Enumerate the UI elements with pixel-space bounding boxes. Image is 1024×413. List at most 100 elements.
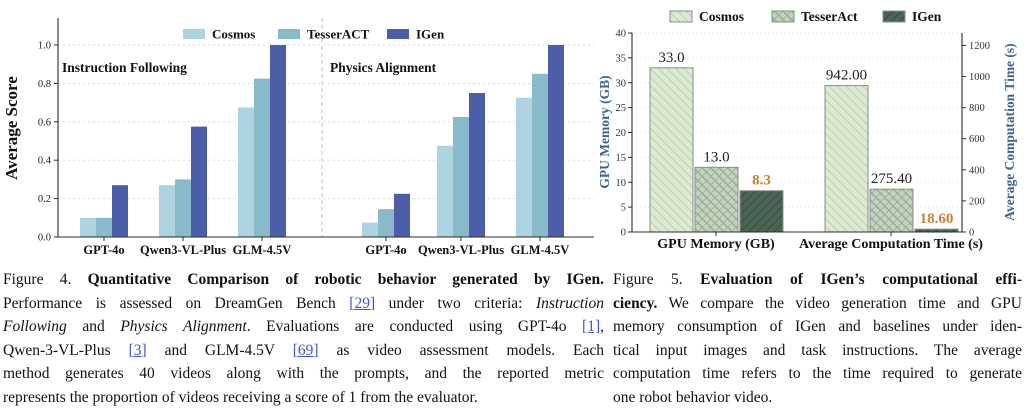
citation-link[interactable]: [69] bbox=[292, 341, 319, 359]
y-tick-label: 0.8 bbox=[38, 79, 51, 90]
legend-label: Cosmos bbox=[699, 9, 744, 24]
left-axis-label: GPU Memory (GB) bbox=[598, 75, 612, 188]
bar-cosmos bbox=[362, 222, 378, 237]
caption-text: memory consumption of IGen and baselines… bbox=[613, 318, 1022, 335]
caption-text: one robot behavior video. bbox=[613, 388, 773, 406]
x-tick-label: GPU Memory (GB) bbox=[657, 237, 775, 252]
caption-text: as video assessment models. Each bbox=[318, 341, 604, 359]
y-tick-label: 20 bbox=[616, 128, 627, 139]
bar-cosmos bbox=[159, 185, 175, 237]
caption-text: Physics Alignment bbox=[120, 318, 247, 335]
bar-igen bbox=[469, 93, 485, 237]
figure5-chart: 33.0 13.0 8.3 GPU Memory (GB) 942.00 275.40 18… bbox=[597, 0, 1024, 262]
x-tick-label: GPT-4o bbox=[83, 243, 124, 257]
bar-value-label: 33.0 bbox=[658, 50, 684, 66]
figures-row: GPT-4o Qwen3-VL-Plus GLM-4.5V Instruction F… bbox=[0, 0, 1024, 262]
y-tick-label: 1.0 bbox=[38, 41, 51, 52]
bar-cosmos bbox=[437, 145, 453, 237]
figure5-bar-chart: 33.0 13.0 8.3 GPU Memory (GB) 942.00 275.40 18… bbox=[597, 9, 1017, 252]
caption-text: Figure 4. bbox=[3, 271, 88, 288]
bar-igen bbox=[270, 45, 286, 237]
y-axis-label: Average Score bbox=[2, 76, 21, 180]
y-tick-right-label: 0 bbox=[969, 228, 974, 239]
citation-link[interactable]: [3] bbox=[128, 341, 147, 359]
caption-line: memory consumption of IGen and baselines… bbox=[613, 315, 1022, 339]
caption-text: Following bbox=[3, 318, 67, 335]
legend-swatch-tesseract bbox=[278, 29, 300, 39]
legend-label: IGen bbox=[416, 27, 445, 42]
panel-label: Physics Alignment bbox=[330, 60, 437, 75]
bar-cosmos bbox=[516, 97, 532, 237]
y-tick-label: 0.4 bbox=[38, 156, 52, 167]
caption-line: Figure 4. Quantitative Comparison of rob… bbox=[3, 268, 604, 292]
caption-line: Performance is assessed on DreamGen Benc… bbox=[3, 292, 604, 316]
citation-link[interactable]: [1] bbox=[582, 318, 601, 335]
bar-cosmos bbox=[824, 85, 869, 233]
legend-swatch-cosmos bbox=[669, 10, 693, 23]
x-tick-label: GPT-4o bbox=[365, 243, 406, 257]
y-tick-label: 35 bbox=[616, 53, 627, 64]
figure4-chart: GPT-4o Qwen3-VL-Plus GLM-4.5V Instruction F… bbox=[0, 0, 598, 262]
caption-line: computation time refers to the time requ… bbox=[613, 362, 1022, 386]
caption-text: . Evaluations are conducted using GPT-4o bbox=[246, 318, 583, 335]
bar-tesseract bbox=[96, 217, 112, 237]
x-tick-label: Qwen3-VL-Plus bbox=[140, 243, 226, 257]
citation-link[interactable]: [29] bbox=[349, 294, 376, 312]
caption-line: Qwen-3-VL-Plus [3] and GLM-4.5V [69] as … bbox=[3, 339, 604, 363]
bar-value-label: 18.60 bbox=[920, 211, 954, 227]
bar-tesseract bbox=[694, 166, 739, 233]
y-tick-label: 25 bbox=[616, 103, 627, 114]
bar-value-label: 13.0 bbox=[703, 149, 729, 165]
caption-line: ciency. We compare the video generation … bbox=[613, 292, 1022, 316]
bar-tesseract bbox=[254, 78, 270, 237]
caption-text: under two criteria: bbox=[375, 294, 536, 312]
caption-line: represents the proportion of videos rece… bbox=[3, 386, 604, 410]
caption-line: method generates 40 videos along with th… bbox=[3, 362, 604, 386]
bar-cosmos bbox=[238, 107, 254, 238]
caption-text: computation time refers to the time requ… bbox=[613, 365, 1022, 382]
legend-label: TesserAct bbox=[801, 9, 858, 24]
captions-row: Figure 4. Quantitative Comparison of rob… bbox=[0, 268, 1024, 409]
y-tick-right-label: 1000 bbox=[969, 72, 990, 83]
figure5-caption: Figure 5. Evaluation of IGen’s computati… bbox=[613, 268, 1022, 409]
caption-text: Qwen-3-VL-Plus bbox=[3, 341, 129, 359]
legend-swatch-cosmos bbox=[183, 29, 205, 39]
y-tick-right-label: 800 bbox=[969, 103, 985, 114]
y-tick-label: 40 bbox=[616, 29, 627, 40]
figure4-bar-chart: GPT-4o Qwen3-VL-Plus GLM-4.5V Instruction F… bbox=[2, 18, 594, 257]
legend-label: Cosmos bbox=[212, 27, 255, 42]
bar-igen bbox=[191, 126, 207, 237]
caption-text: Instruction bbox=[535, 294, 604, 312]
y-tick-label: 15 bbox=[616, 153, 627, 164]
right-axis-label: Average Computation Time (s) bbox=[1002, 43, 1017, 220]
bar-cosmos bbox=[80, 217, 96, 237]
caption-text: Evaluation of IGen’s computational effi- bbox=[700, 271, 1022, 288]
caption-text: Figure 5. bbox=[613, 271, 701, 288]
caption-text: Performance is assessed on DreamGen Benc… bbox=[3, 294, 350, 312]
bar-igen bbox=[394, 193, 410, 237]
bar-tesseract bbox=[869, 188, 914, 233]
caption-line: Following and Physics Alignment. Evaluat… bbox=[3, 315, 604, 339]
legend-swatch-igen bbox=[387, 29, 409, 39]
caption-text: Quantitative Comparison of robotic behav… bbox=[87, 271, 604, 288]
bar-tesseract bbox=[378, 209, 394, 237]
x-tick-label: GLM-4.5V bbox=[511, 243, 570, 257]
y-tick-label: 30 bbox=[616, 78, 627, 89]
bar-cosmos bbox=[649, 67, 694, 233]
caption-text: method generates 40 videos along with th… bbox=[3, 365, 604, 382]
legend-label: IGen bbox=[912, 9, 942, 24]
panel-label: Instruction Following bbox=[62, 60, 187, 75]
y-tick-label: 10 bbox=[616, 178, 627, 189]
caption-line: Figure 5. Evaluation of IGen’s computati… bbox=[613, 268, 1022, 292]
caption-line: one robot behavior video. bbox=[613, 386, 1022, 410]
y-tick-right-label: 600 bbox=[969, 134, 985, 145]
bar-igen bbox=[548, 45, 564, 237]
y-tick-right-label: 400 bbox=[969, 165, 985, 176]
y-tick-label: 5 bbox=[621, 203, 626, 214]
y-tick-label: 0 bbox=[621, 228, 626, 239]
legend-swatch-igen bbox=[882, 10, 906, 23]
bar-tesseract bbox=[532, 73, 548, 237]
caption-text: represents the proportion of videos rece… bbox=[3, 388, 478, 406]
figure4-caption: Figure 4. Quantitative Comparison of rob… bbox=[3, 268, 604, 409]
